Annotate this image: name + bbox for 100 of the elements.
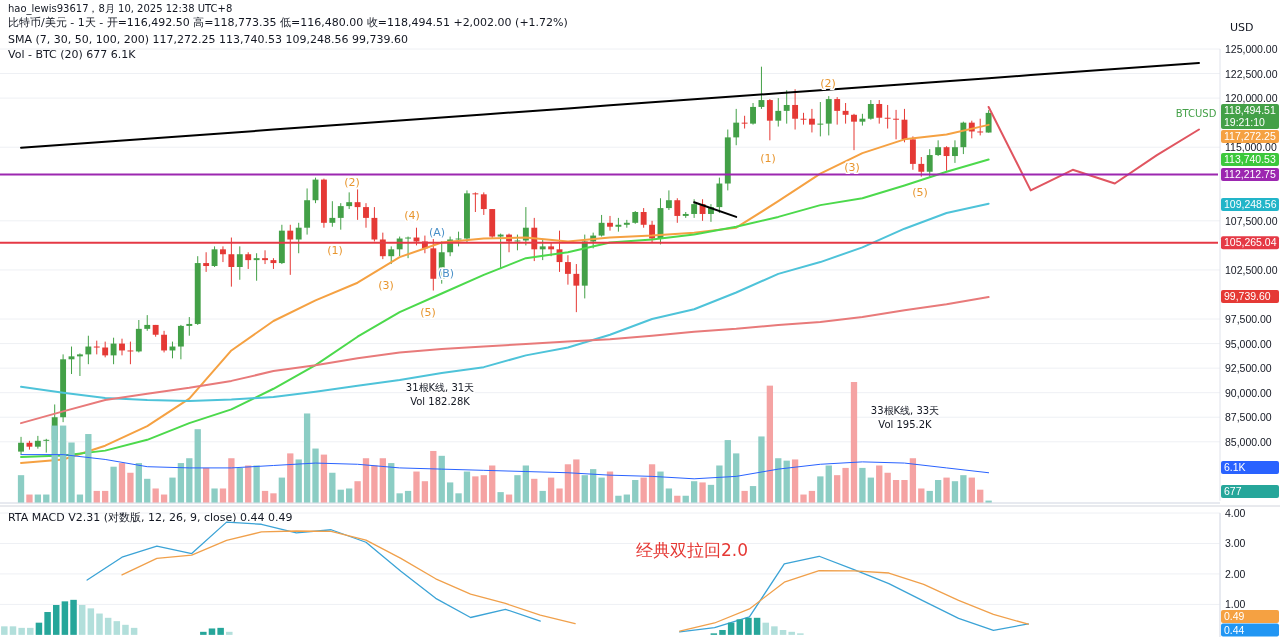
bar: [379, 458, 386, 503]
bar: [177, 463, 185, 503]
candlestick: [161, 330, 168, 353]
bar: [68, 442, 75, 503]
bar: [876, 465, 883, 503]
text: 0.44: [1224, 623, 1245, 636]
candlestick: [598, 214, 605, 238]
bar: [463, 471, 471, 503]
y-axis-title: USD: [1230, 21, 1254, 34]
candlestick: [640, 207, 647, 229]
candlestick: [716, 177, 723, 214]
bar: [122, 624, 129, 635]
bar: [598, 477, 605, 503]
candlestick: [220, 245, 226, 263]
bar: [884, 472, 891, 503]
line-series: [121, 530, 576, 625]
bar: [236, 467, 243, 503]
annotation: (2): [344, 176, 360, 189]
bar: [657, 471, 664, 503]
bar: [867, 477, 874, 503]
bar: [951, 481, 959, 503]
bar: [26, 494, 33, 503]
bar: [104, 617, 112, 635]
bar: [219, 488, 227, 503]
candlestick: [371, 206, 378, 242]
bar: [850, 382, 858, 503]
bar: [859, 467, 866, 503]
bar: [371, 465, 378, 503]
y-tick-label: 85,000.00: [1225, 435, 1272, 448]
bar: [480, 475, 487, 503]
chart-title: RTA MACD V2.31 (对数版, 12, 26, 9, close) 0.44 0.49: [8, 511, 293, 524]
bar: [909, 458, 917, 503]
bar: [329, 472, 336, 503]
y-tick-label: 125,000.00: [1225, 43, 1278, 55]
candlestick: [34, 435, 41, 450]
bar: [169, 477, 176, 503]
candlestick: [665, 189, 672, 211]
candlestick: [379, 232, 386, 260]
bar: [96, 613, 103, 635]
text: 109,248.56: [1224, 198, 1277, 210]
ref-line-label: 112,212.75: [1224, 168, 1276, 181]
bar: [446, 482, 454, 503]
candlestick: [135, 319, 142, 353]
candlestick: [691, 198, 698, 219]
bar: [320, 454, 328, 503]
y-tick-label: 87,500.00: [1225, 411, 1272, 424]
y-tick-label: 1.00: [1225, 598, 1246, 611]
bar: [736, 619, 744, 635]
bar: [194, 429, 201, 503]
candlestick: [177, 324, 184, 360]
bar: [78, 605, 86, 635]
bar: [716, 465, 723, 503]
bar: [834, 475, 841, 503]
candlestick: [228, 237, 235, 288]
text: 117,272.25: [1224, 130, 1276, 142]
candlestick: [236, 245, 243, 281]
y-tick-label: 107,500.00: [1225, 214, 1278, 227]
annotation: (1): [760, 152, 776, 165]
text: 0.49: [1224, 610, 1245, 622]
y-tick-label: 4.00: [1225, 507, 1246, 519]
bar: [960, 475, 967, 503]
bar: [934, 480, 942, 503]
bar: [497, 492, 504, 503]
bar: [556, 488, 563, 503]
candlestick: [43, 438, 50, 454]
bar: [615, 495, 622, 503]
bar: [791, 459, 799, 503]
bar: [719, 629, 726, 635]
candlestick: [295, 222, 302, 254]
candlestick: [564, 254, 571, 286]
candlestick: [893, 109, 900, 140]
candlestick: [750, 102, 756, 126]
candlestick: [918, 156, 925, 178]
y-tick-label: 90,000.00: [1225, 386, 1272, 399]
text: 113,740.53: [1224, 153, 1276, 165]
annotation: (A): [428, 226, 446, 239]
candlestick: [405, 236, 412, 259]
bar: [753, 617, 761, 635]
bar: [226, 631, 233, 635]
bar: [455, 493, 462, 503]
bar: [724, 440, 731, 503]
candlestick: [76, 352, 83, 377]
bar: [573, 459, 580, 503]
annotation: BTCUSD: [1175, 108, 1217, 119]
bar: [632, 480, 639, 503]
y-tick-label: 95,000.00: [1225, 337, 1272, 350]
bar: [113, 621, 121, 635]
bar: [362, 458, 370, 503]
bar: [144, 478, 151, 503]
chart-title: 比特币/美元 - 1天 - 开=116,492.50 高=118,773.35 低=116,480.00 收=118,494.51 +2,002.00 (+1.72%): [8, 16, 568, 29]
candlestick: [548, 241, 555, 257]
bar: [118, 463, 126, 503]
bar: [217, 627, 224, 635]
candlestick: [792, 88, 799, 131]
annotation: 33根K线, 33天: [870, 405, 940, 416]
candlestick: [935, 139, 942, 157]
bar: [287, 453, 294, 503]
annotation: (2): [820, 77, 836, 90]
bar: [421, 481, 429, 503]
candlestick: [573, 263, 580, 313]
